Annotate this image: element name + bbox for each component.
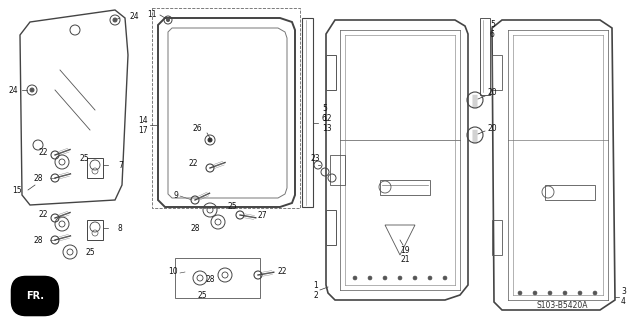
Text: 15: 15	[13, 186, 22, 195]
Circle shape	[443, 276, 447, 280]
Text: 22: 22	[39, 210, 48, 219]
Circle shape	[428, 276, 432, 280]
Circle shape	[368, 276, 372, 280]
Text: 25: 25	[86, 247, 96, 257]
Text: 17: 17	[139, 125, 148, 134]
Text: 22: 22	[189, 158, 198, 167]
Text: 25: 25	[80, 154, 90, 163]
Text: 13: 13	[322, 124, 332, 132]
Text: 28: 28	[34, 236, 43, 244]
Circle shape	[166, 19, 170, 21]
Circle shape	[593, 291, 597, 295]
Text: 3: 3	[621, 287, 626, 297]
Circle shape	[208, 138, 212, 142]
Text: 5: 5	[490, 20, 495, 28]
Text: 21: 21	[400, 255, 410, 265]
Text: 25: 25	[227, 202, 237, 211]
Text: 24: 24	[130, 12, 140, 20]
Text: 24: 24	[8, 85, 18, 94]
Text: 22: 22	[39, 148, 48, 156]
Text: 14: 14	[139, 116, 148, 124]
Circle shape	[563, 291, 567, 295]
Circle shape	[353, 276, 357, 280]
Text: FR.: FR.	[26, 291, 44, 301]
Text: 1: 1	[313, 281, 318, 290]
Text: 4: 4	[621, 298, 626, 307]
Text: 2: 2	[313, 291, 318, 300]
Text: 5: 5	[322, 103, 327, 113]
Circle shape	[30, 88, 34, 92]
Circle shape	[578, 291, 582, 295]
Text: 28: 28	[34, 173, 43, 182]
Text: 26: 26	[192, 124, 202, 132]
Circle shape	[383, 276, 387, 280]
Text: 11: 11	[147, 10, 157, 19]
Text: 20: 20	[488, 124, 498, 132]
Text: 6: 6	[490, 29, 495, 38]
Text: 6: 6	[322, 114, 327, 123]
Circle shape	[413, 276, 417, 280]
Text: 28: 28	[191, 223, 200, 233]
Text: 7: 7	[118, 161, 123, 170]
Text: 22: 22	[278, 267, 287, 276]
Text: 10: 10	[168, 268, 178, 276]
Circle shape	[518, 291, 522, 295]
Text: 19: 19	[400, 245, 410, 254]
Circle shape	[113, 18, 117, 22]
Text: S103-B5420A: S103-B5420A	[536, 300, 588, 309]
Circle shape	[398, 276, 402, 280]
Text: 12: 12	[322, 114, 332, 123]
Text: 20: 20	[488, 87, 498, 97]
Circle shape	[533, 291, 537, 295]
Text: 25: 25	[197, 291, 207, 300]
Circle shape	[548, 291, 552, 295]
Text: 8: 8	[118, 223, 123, 233]
Text: 28: 28	[205, 276, 215, 284]
Text: 23: 23	[310, 154, 320, 163]
Text: 27: 27	[258, 211, 268, 220]
Text: 9: 9	[173, 190, 178, 199]
